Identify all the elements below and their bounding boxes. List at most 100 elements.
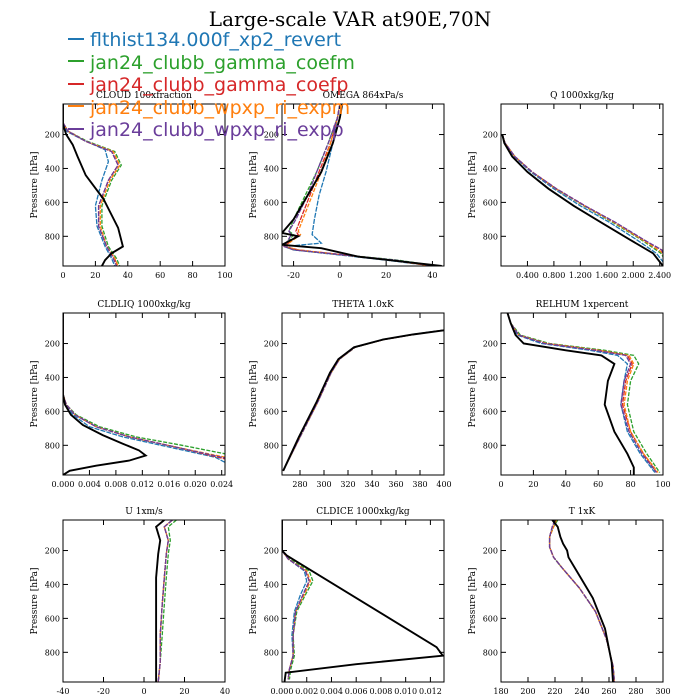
x-tick-label: 100 [217,271,232,280]
series-line [283,104,435,266]
x-tick-label: 0.010 [394,687,417,696]
x-tick-label: 0.000 [271,687,294,696]
y-tick-label: 200 [264,131,279,140]
series-group [282,520,444,682]
x-tick-label: 40 [123,271,133,280]
series-line [283,104,438,266]
panel-title: CLDICE 1000xkg/kg [316,507,410,517]
y-tick-label: 400 [483,373,498,382]
y-tick-label: 800 [264,648,279,657]
legend-swatch [68,127,84,130]
legend-label: jan24_clubb_gamma_coefp [90,74,349,96]
x-tick-label: 0.004 [320,687,343,696]
legend-item: jan24_clubb_gamma_coefm [68,52,355,74]
x-tick-label: 40 [220,687,230,696]
series-line [282,329,444,472]
x-tick-label: 280 [628,687,643,696]
chart-panel: 0.000 0.002 0.004 0.006 0.008 0.010 0.012 200 40… [249,507,445,696]
panel-title: T 1xK [569,507,596,517]
x-tick-label: 320 [340,480,355,489]
x-tick-label: 0.012 [131,480,154,489]
panel-title: CLDLIQ 1000xkg/kg [97,300,191,310]
y-tick-label: 200 [483,547,498,556]
legend-label: jan24_clubb_gamma_coefm [90,51,355,74]
series-group [506,313,661,475]
plot-frame [500,312,664,476]
chart-panel: 0 20 40 60 80 100 200 400 600 800 CLOUD 100xfracti… [30,91,233,280]
series-line [501,134,663,263]
panel-title: U 1xm/s [125,507,163,517]
x-tick-label: 360 [388,480,403,489]
y-axis-label: Pressure [hPa] [468,151,478,218]
x-tick-label: 380 [412,480,427,489]
series-line [63,313,225,460]
y-tick-label: 800 [264,232,279,241]
series-line [282,104,433,266]
x-tick-label: -20 [97,687,110,696]
series-line [282,329,444,472]
y-tick-label: 400 [45,373,60,382]
x-tick-label: 0.000 [52,480,75,489]
x-tick-label: 80 [626,480,636,489]
x-tick-label: 200 [520,687,535,696]
panel-title: Q 1000xkg/kg [550,91,614,101]
legend-item: jan24_clubb_gamma_coefp [68,74,348,96]
series-line [548,520,616,682]
series-line [506,313,658,473]
series-line [501,134,663,258]
legend-swatch [68,60,84,62]
x-tick-label: -40 [57,687,70,696]
x-tick-label: 0.400 [516,271,539,280]
y-tick-label: 800 [45,648,60,657]
x-tick-label: 0.016 [157,480,180,489]
x-tick-label: 60 [155,271,165,280]
plot-frame [500,103,664,267]
y-tick-label: 800 [45,441,60,450]
y-tick-label: 400 [264,580,279,589]
y-tick-label: 400 [264,373,279,382]
y-tick-label: 600 [45,614,60,623]
y-tick-label: 600 [45,198,60,207]
x-tick-label: 20 [179,687,189,696]
x-tick-label: 300 [316,480,331,489]
x-tick-label: 0.002 [295,687,318,696]
x-tick-label: 0 [141,687,146,696]
y-tick-label: 600 [483,198,498,207]
chart-panel: 0.400 0.800 1.200 1.600 2.000 2.400 200 400 600 8… [468,91,671,280]
series-line [63,104,124,266]
series-line [501,134,663,266]
y-tick-label: 400 [264,164,279,173]
chart-panel: -40 -20 0 20 40 200 400 600 800 U 1xm/s Pressure [… [30,507,230,696]
x-tick-label: 0.006 [345,687,368,696]
x-tick-label: 100 [655,480,670,489]
x-tick-label: 0.008 [104,480,127,489]
series-line [506,313,658,473]
series-line [506,313,659,473]
series-line [63,104,123,266]
plot-frame [500,519,664,683]
x-tick-label: 0.012 [419,687,442,696]
series-line [155,520,165,682]
x-tick-label: 0.800 [542,271,565,280]
legend-item: jan24_clubb_wpxp_ri_expp [68,119,344,141]
x-tick-label: 280 [292,480,307,489]
legend-swatch [68,105,84,107]
series-line [63,104,119,266]
y-tick-label: 200 [45,131,60,140]
x-tick-label: 400 [436,480,451,489]
panel-title: CLOUD 100xfraction [96,91,192,101]
plot-frame [281,103,445,267]
plot-frame [62,519,226,683]
series-line [157,520,177,682]
y-tick-label: 400 [45,164,60,173]
series-group [282,329,444,472]
panel-title: OMEGA 864xPa/s [323,91,404,101]
series-line [282,520,314,680]
x-tick-label: 2.400 [648,271,671,280]
y-axis-label: Pressure [hPa] [249,567,259,634]
panel-title: THETA 1.0xK [332,300,394,310]
y-tick-label: 200 [483,340,498,349]
legend-label: flthist134.000f_xp2_revert [90,29,342,51]
y-axis-label: Pressure [hPa] [30,151,40,218]
series-line [282,520,310,680]
